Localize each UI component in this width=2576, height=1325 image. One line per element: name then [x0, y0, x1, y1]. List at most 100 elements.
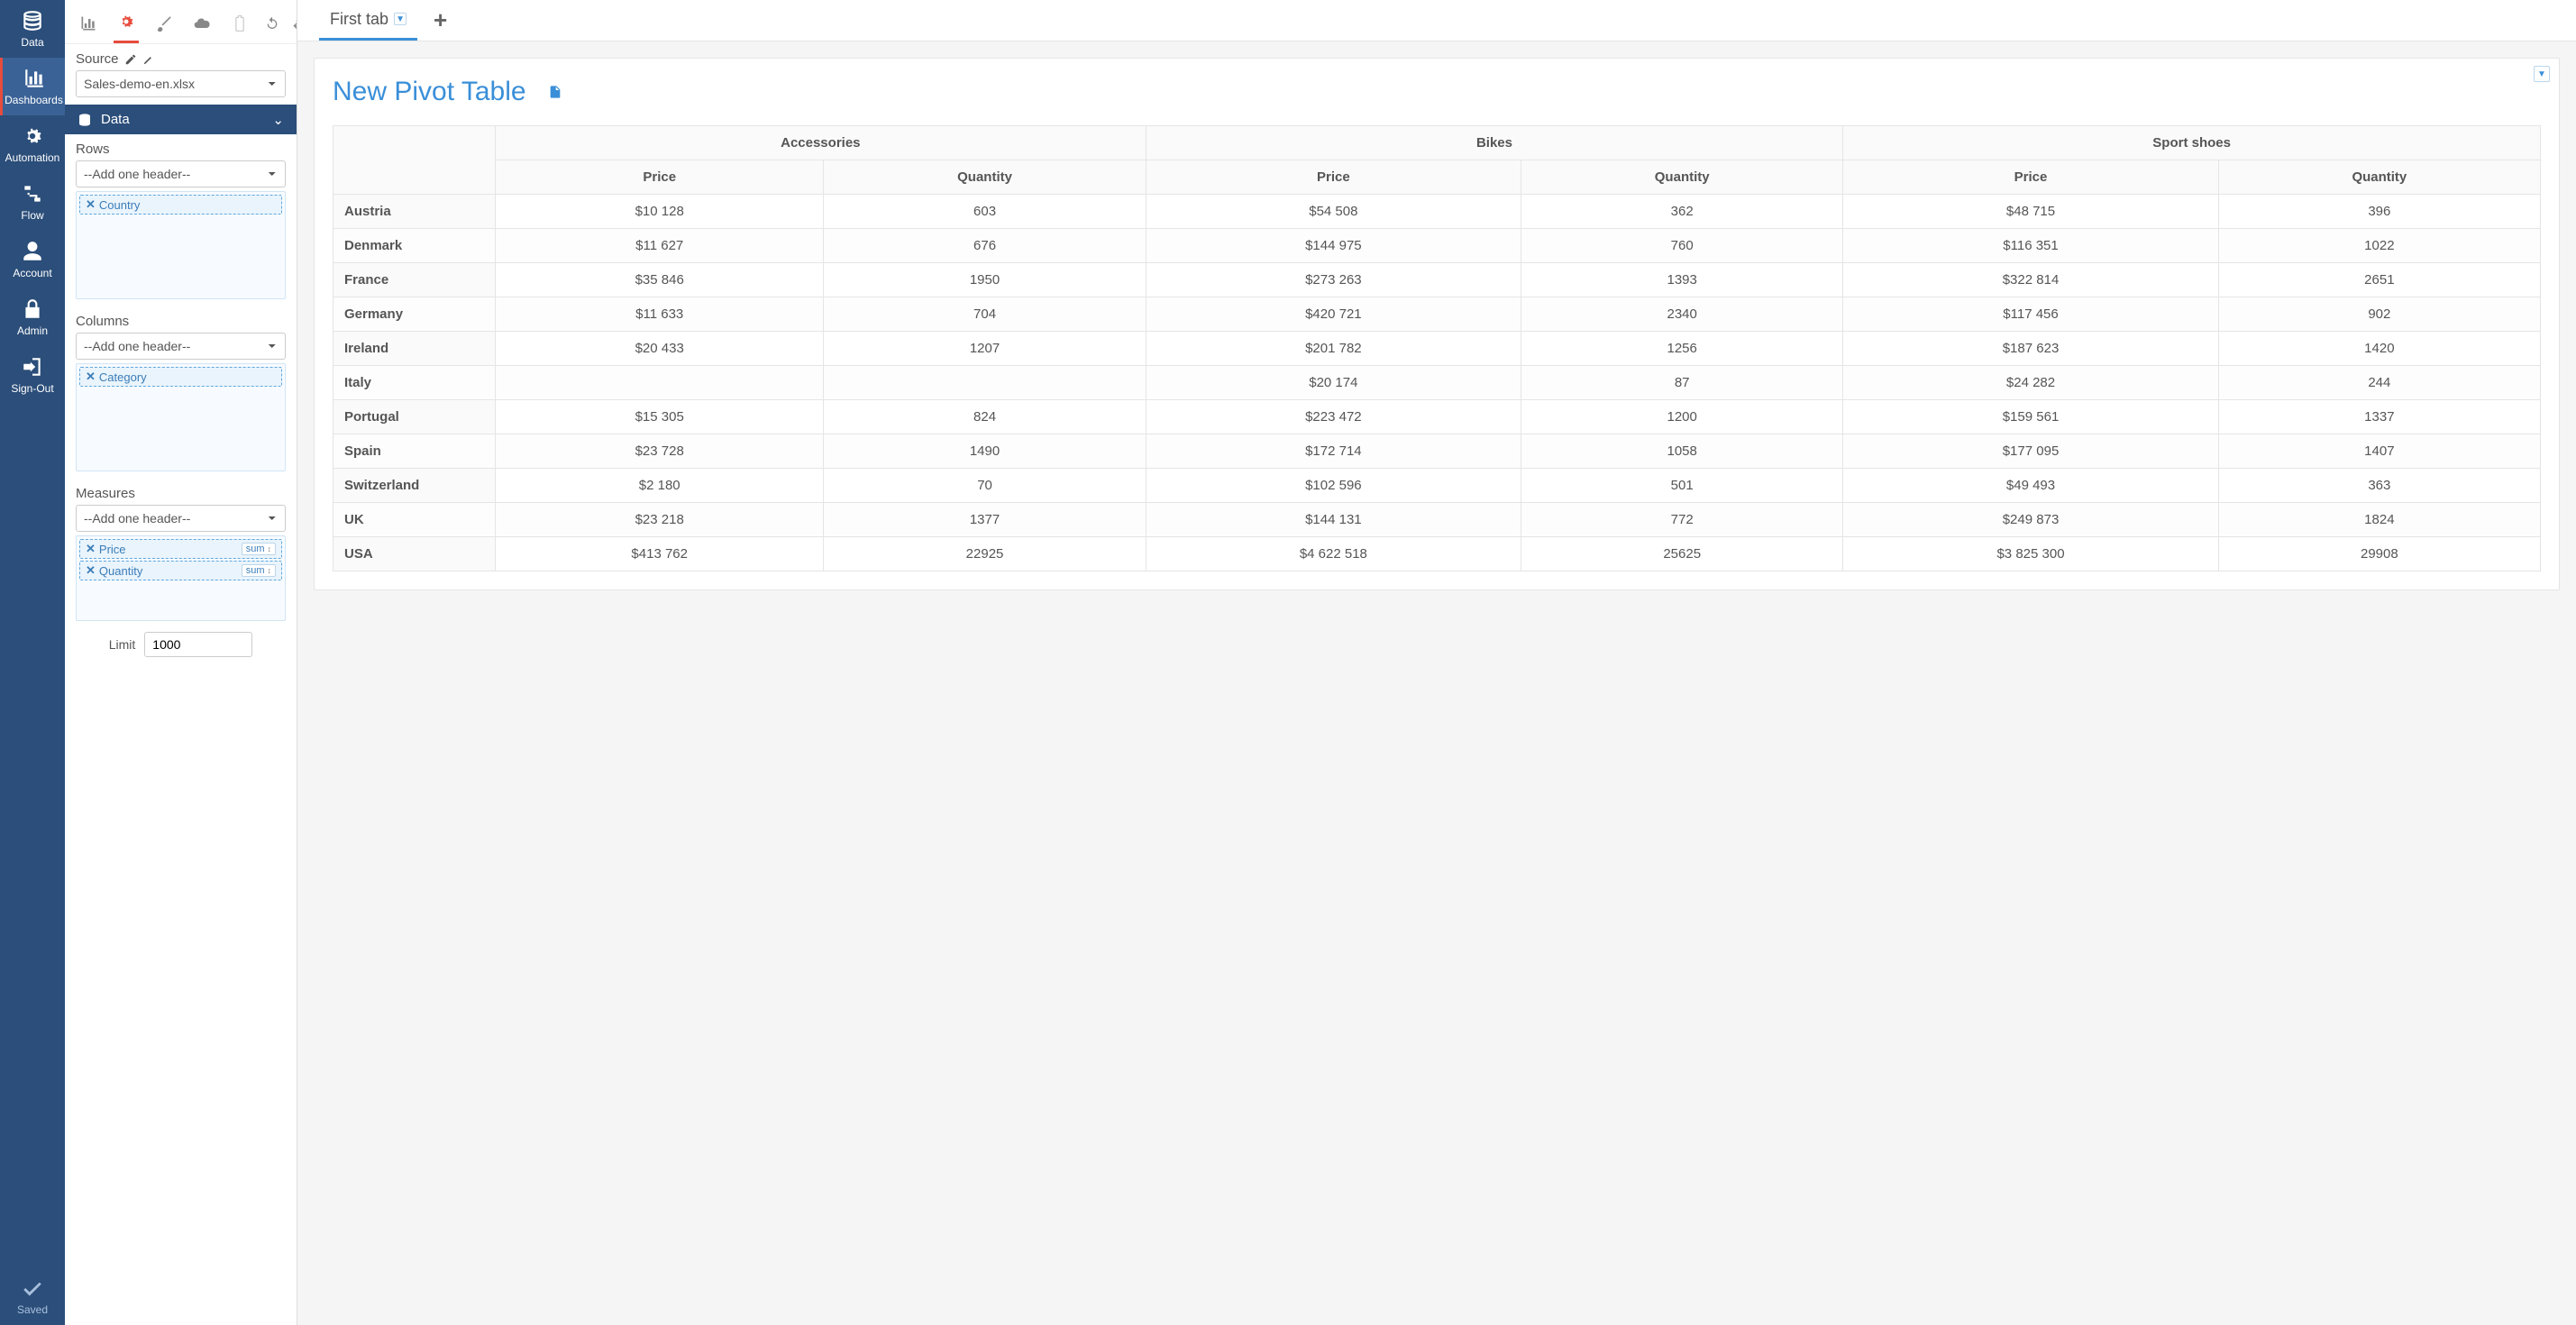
cell: 760	[1521, 229, 1843, 263]
sub-col: Quantity	[2218, 160, 2540, 195]
rows-add-select[interactable]: --Add one header--	[76, 160, 286, 187]
cell: 1490	[824, 434, 1146, 469]
cell: $144 131	[1146, 503, 1521, 537]
columns-dropzone[interactable]: ✕ Category	[76, 363, 286, 471]
nav-sign-out[interactable]: Sign-Out	[0, 346, 65, 404]
nav-automation[interactable]: Automation	[0, 115, 65, 173]
nav-flow[interactable]: Flow	[0, 173, 65, 231]
chip-remove[interactable]: ✕	[86, 197, 96, 212]
nav-label: Admin	[17, 324, 48, 337]
cell: $273 263	[1146, 263, 1521, 297]
cell: 1337	[2218, 400, 2540, 434]
row-label: Austria	[333, 195, 496, 229]
cell: 244	[2218, 366, 2540, 400]
cell: $413 762	[496, 537, 824, 571]
tab-label: First tab	[330, 10, 388, 29]
cell: $116 351	[1843, 229, 2218, 263]
csv-export-icon[interactable]	[548, 83, 562, 101]
chip-aggregation[interactable]: sum	[242, 564, 276, 577]
nav-account[interactable]: Account	[0, 231, 65, 288]
user-icon	[21, 240, 44, 263]
chip-label: Category	[99, 370, 147, 384]
table-row: Italy$20 17487$24 282244	[333, 366, 2541, 400]
config-tab-settings[interactable]	[114, 7, 139, 43]
chip-label: Price	[99, 543, 126, 556]
sub-col: Price	[496, 160, 824, 195]
data-section-header[interactable]: Data ⌄	[65, 105, 297, 134]
chip-remove[interactable]: ✕	[86, 370, 96, 384]
measures-add-select[interactable]: --Add one header--	[76, 505, 286, 532]
nav-label: Data	[21, 36, 43, 49]
nav-admin[interactable]: Admin	[0, 288, 65, 346]
flow-icon	[21, 182, 44, 206]
row-label: USA	[333, 537, 496, 571]
cell: 772	[1521, 503, 1843, 537]
sub-col: Price	[1843, 160, 2218, 195]
chip-remove[interactable]: ✕	[86, 542, 96, 556]
cell: 1407	[2218, 434, 2540, 469]
cell: $11 627	[496, 229, 824, 263]
config-tab-cloud[interactable]	[189, 9, 215, 42]
cell: $20 174	[1146, 366, 1521, 400]
cell: $322 814	[1843, 263, 2218, 297]
cell: 363	[2218, 469, 2540, 503]
cell: $35 846	[496, 263, 824, 297]
limit-input[interactable]	[144, 632, 252, 657]
cell: 1420	[2218, 332, 2540, 366]
tab-first[interactable]: First tab ▼	[319, 1, 417, 41]
source-label-text: Source	[76, 51, 119, 67]
gear-icon	[117, 13, 135, 31]
measures-label: Measures	[76, 486, 286, 501]
row-label: Ireland	[333, 332, 496, 366]
dashboard-tabs: First tab ▼ +	[297, 0, 2576, 41]
config-tab-battery[interactable]	[227, 9, 252, 42]
measures-dropzone[interactable]: ✕ Price sum ✕ Quantity sum	[76, 535, 286, 621]
col-group: Bikes	[1146, 126, 1843, 160]
chip-category[interactable]: ✕ Category	[79, 367, 282, 387]
cell: 1200	[1521, 400, 1843, 434]
chip-remove[interactable]: ✕	[86, 563, 96, 578]
nav-dashboards[interactable]: Dashboards	[0, 58, 65, 115]
rows-dropzone[interactable]: ✕ Country	[76, 191, 286, 299]
sub-col: Quantity	[1521, 160, 1843, 195]
database-icon	[78, 113, 92, 127]
row-label: Switzerland	[333, 469, 496, 503]
chip-country[interactable]: ✕ Country	[79, 195, 282, 215]
row-label: Germany	[333, 297, 496, 332]
nav-label: Saved	[17, 1303, 48, 1316]
tab-dropdown-icon[interactable]: ▼	[394, 13, 406, 25]
chip-aggregation[interactable]: sum	[242, 543, 276, 555]
nav-label: Sign-Out	[11, 382, 53, 395]
source-select[interactable]: Sales-demo-en.xlsx	[76, 70, 286, 97]
cell: 70	[824, 469, 1146, 503]
cell: $23 728	[496, 434, 824, 469]
chip-quantity[interactable]: ✕ Quantity sum	[79, 561, 282, 580]
chart-bars-icon	[23, 67, 46, 90]
add-tab-button[interactable]: +	[426, 6, 454, 34]
nav-label: Automation	[5, 151, 60, 164]
config-tab-undo[interactable]	[265, 11, 279, 41]
config-tab-brush[interactable]	[151, 9, 177, 42]
nav-saved: Saved	[0, 1267, 65, 1325]
config-tab-chart[interactable]	[76, 9, 101, 42]
cell: $420 721	[1146, 297, 1521, 332]
edit-icon[interactable]	[124, 53, 137, 66]
columns-label: Columns	[76, 314, 286, 329]
columns-add-select[interactable]: --Add one header--	[76, 333, 286, 360]
nav-label: Account	[13, 267, 51, 279]
cell: $249 873	[1843, 503, 2218, 537]
row-label: Denmark	[333, 229, 496, 263]
cell: 25625	[1521, 537, 1843, 571]
cell: 501	[1521, 469, 1843, 503]
pencil-icon[interactable]	[142, 53, 155, 66]
cell: 2651	[2218, 263, 2540, 297]
cell: $177 095	[1843, 434, 2218, 469]
chip-price[interactable]: ✕ Price sum	[79, 539, 282, 559]
chart-icon	[79, 14, 97, 32]
nav-data[interactable]: Data	[0, 0, 65, 58]
row-label: Italy	[333, 366, 496, 400]
card-menu-button[interactable]: ▼	[2534, 66, 2550, 82]
cell: $223 472	[1146, 400, 1521, 434]
nav-label: Dashboards	[5, 94, 63, 106]
cell: $172 714	[1146, 434, 1521, 469]
